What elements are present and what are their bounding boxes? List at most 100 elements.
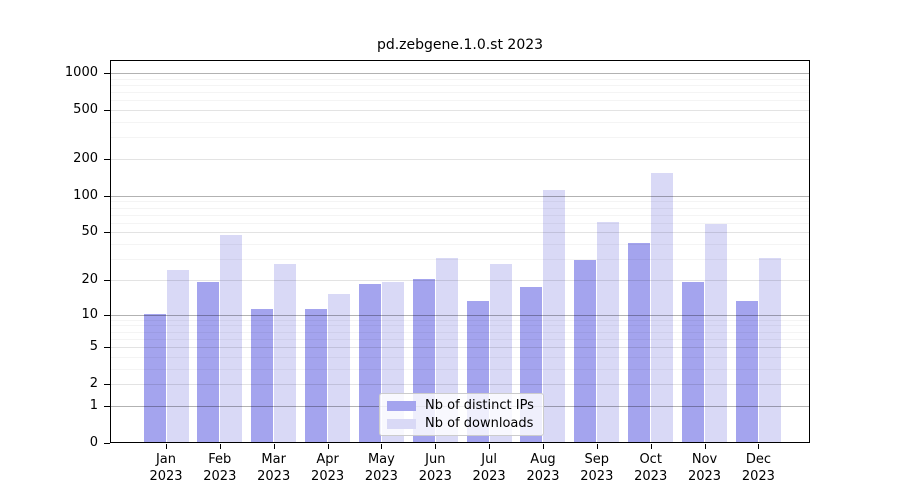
x-tick-label-apr: Apr 2023 (311, 452, 345, 484)
x-tick-label-sep: Sep 2023 (580, 452, 614, 484)
x-tick-mar (273, 444, 275, 449)
bar-distinct-ips-apr (305, 308, 328, 442)
gridline-y-2 (111, 384, 809, 386)
y-tick-label-0: 0 (89, 435, 98, 450)
y-tick-5 (104, 347, 110, 348)
gridline-y-700 (111, 92, 809, 94)
x-tick-label-oct: Oct 2023 (634, 452, 668, 484)
bar-downloads-sep (597, 221, 620, 442)
gridline-y-30 (111, 259, 809, 261)
y-tick-label-200: 200 (73, 151, 98, 166)
bar-distinct-ips-jan (143, 313, 166, 442)
gridline-y-900 (111, 78, 809, 80)
y-tick-50 (104, 232, 110, 234)
gridline-y-20 (111, 279, 809, 281)
x-tick-label-feb: Feb 2023 (203, 452, 237, 484)
gridline-y-60 (111, 222, 809, 224)
gridline-y-500 (111, 110, 809, 112)
legend-swatch-distinct-ips (387, 400, 416, 411)
gridline-y-400 (111, 122, 809, 123)
x-tick-apr (327, 444, 329, 449)
gridline-y-6 (111, 338, 809, 340)
y-tick-label-20: 20 (81, 271, 98, 287)
y-tick-label-10: 10 (81, 306, 98, 322)
y-tick-100 (104, 195, 110, 197)
y-tick-label-100: 100 (73, 187, 98, 203)
y-tick-10 (104, 314, 110, 316)
legend: Nb of distinct IPs Nb of downloads (379, 393, 544, 436)
y-tick-500 (104, 110, 110, 112)
bar-downloads-mar (274, 263, 297, 442)
gridline-y-1000 (111, 73, 809, 74)
legend-swatch-downloads (387, 418, 416, 429)
gridline-y-90 (111, 201, 809, 203)
legend-item-distinct-ips: Nb of distinct IPs (387, 398, 536, 413)
x-tick-label-dec: Dec 2023 (741, 452, 775, 484)
bar-downloads-apr (328, 293, 351, 442)
x-tick-may (381, 444, 383, 449)
x-tick-label-nov: Nov 2023 (687, 452, 722, 484)
x-tick-sep (596, 444, 598, 449)
y-tick-label-1000: 1000 (64, 65, 98, 80)
bar-downloads-aug (543, 189, 566, 442)
bar-distinct-ips-oct (628, 243, 651, 442)
bar-distinct-ips-sep (574, 259, 597, 442)
bar-distinct-ips-dec (735, 300, 758, 442)
y-tick-0 (104, 443, 110, 444)
x-tick-label-jun: Jun 2023 (418, 452, 452, 484)
gridline-y-600 (111, 100, 809, 102)
gridline-y-3 (111, 368, 809, 370)
gridline-y-40 (111, 244, 809, 246)
gridline-y-100 (111, 195, 809, 197)
x-tick-label-aug: Aug 2023 (526, 452, 560, 484)
chart-title: pd.zebgene.1.0.st 2023 (376, 37, 544, 53)
x-tick-jul (489, 444, 491, 449)
bar-distinct-ips-feb (197, 281, 220, 442)
bar-distinct-ips-may (358, 284, 381, 442)
x-tick-label-jul: Jul 2023 (472, 452, 506, 484)
gridline-y-5 (111, 347, 809, 348)
bar-downloads-oct (651, 173, 674, 442)
bar-distinct-ips-nov (682, 281, 704, 442)
y-tick-20 (104, 279, 110, 281)
x-tick-label-mar: Mar 2023 (257, 452, 291, 484)
bar-downloads-jan (166, 269, 189, 442)
y-tick-1 (104, 405, 110, 407)
bar-downloads-feb (220, 234, 243, 442)
legend-item-downloads: Nb of downloads (387, 416, 536, 431)
gridline-y-300 (111, 137, 809, 139)
gridline-y-7 (111, 331, 809, 333)
y-tick-label-5: 5 (89, 339, 98, 354)
x-tick-jan (166, 444, 167, 449)
gridline-y-9 (111, 319, 809, 321)
x-tick-oct (650, 444, 652, 449)
y-tick-label-1: 1 (89, 397, 98, 413)
y-tick-200 (104, 159, 110, 160)
x-tick-label-may: May 2023 (364, 452, 398, 484)
gridline-y-800 (111, 84, 809, 86)
x-tick-dec (758, 444, 760, 449)
gridline-y-4 (111, 356, 809, 358)
y-tick-label-50: 50 (81, 224, 98, 240)
x-tick-jun (435, 444, 437, 449)
bar-distinct-ips-mar (251, 308, 274, 442)
y-tick-2 (104, 384, 110, 386)
gridline-y-200 (111, 159, 809, 160)
gridline-y-80 (111, 207, 809, 209)
gridline-y-50 (111, 232, 809, 234)
x-tick-aug (543, 444, 544, 449)
x-tick-feb (219, 444, 221, 449)
bar-downloads-nov (705, 223, 727, 442)
gridline-y-8 (111, 325, 809, 327)
y-tick-label-2: 2 (89, 376, 98, 392)
x-tick-nov (704, 444, 706, 449)
y-tick-1000 (104, 73, 110, 74)
bar-downloads-dec (758, 258, 781, 442)
y-tick-label-500: 500 (73, 102, 98, 118)
gridline-y-10 (111, 314, 809, 316)
legend-label-distinct-ips: Nb of distinct IPs (425, 398, 534, 413)
gridline-y-70 (111, 214, 809, 216)
plot-area (110, 60, 810, 443)
x-tick-label-jan: Jan 2023 (149, 452, 183, 484)
